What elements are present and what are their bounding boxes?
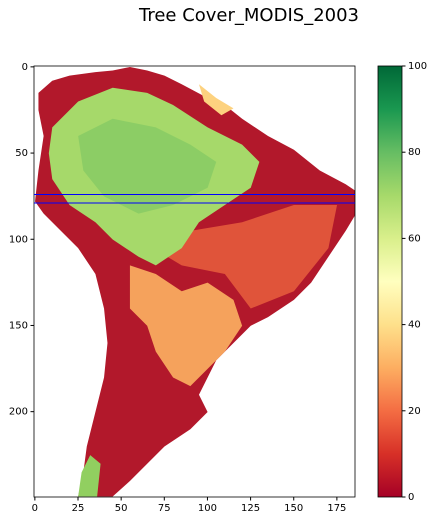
y-tick-label: 100 — [9, 234, 28, 245]
colorbar-tick-label: 40 — [408, 320, 421, 331]
colorbar-tick-label: 0 — [408, 492, 414, 503]
map-image — [35, 67, 355, 497]
x-tick-label: 150 — [284, 503, 303, 514]
y-tick-label: 200 — [9, 407, 28, 418]
axes-frame — [33, 65, 356, 498]
x-tick-label: 175 — [327, 503, 346, 514]
x-tick-label: 125 — [241, 503, 260, 514]
y-tick-label: 50 — [15, 148, 28, 159]
colorbar-tick-label: 80 — [408, 147, 421, 158]
y-tick-label: 0 — [22, 62, 28, 73]
chart-title: Tree Cover_MODIS_2003 — [138, 5, 359, 26]
x-tick-label: 25 — [72, 503, 85, 514]
x-tick-label: 75 — [158, 503, 171, 514]
colorbar-tick-label: 60 — [408, 233, 421, 244]
x-tick-label: 100 — [198, 503, 217, 514]
x-tick-label: 0 — [32, 503, 38, 514]
colorbar-tick-label: 100 — [408, 61, 427, 72]
x-tick-label: 50 — [115, 503, 128, 514]
colorbar — [377, 65, 403, 498]
colorbar-tick-label: 20 — [408, 406, 421, 417]
y-tick-label: 150 — [9, 320, 28, 331]
